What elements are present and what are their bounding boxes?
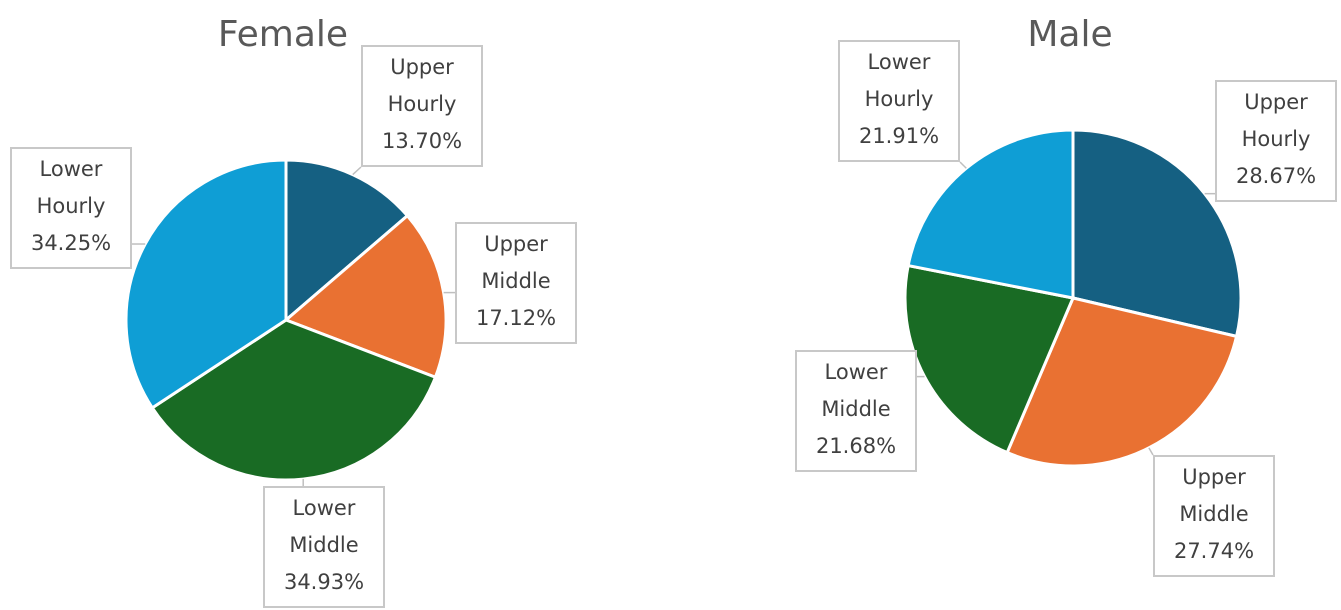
label-category: Lower Middle: [821, 360, 891, 421]
pie-slice: [284, 158, 410, 324]
data-label: Lower Middle 21.68%: [795, 350, 917, 472]
label-value: 27.74%: [1173, 539, 1255, 563]
label-category: Upper Middle: [481, 232, 551, 293]
label-value: 34.93%: [283, 570, 365, 594]
label-category: Upper Middle: [1179, 465, 1249, 526]
data-label: Upper Hourly 13.70%: [361, 45, 483, 167]
pie-slice: [283, 213, 448, 380]
label-value: 28.67%: [1235, 164, 1317, 188]
label-category: Lower Hourly: [36, 157, 106, 218]
label-category: Upper Hourly: [387, 55, 457, 116]
pie-slice: [124, 158, 288, 410]
label-value: 21.91%: [858, 124, 940, 148]
label-category: Lower Hourly: [864, 50, 934, 111]
label-value: 34.25%: [30, 231, 112, 255]
data-label: Lower Hourly 34.25%: [10, 147, 132, 269]
data-label: Upper Middle 17.12%: [455, 222, 577, 344]
data-label: Lower Hourly 21.91%: [838, 40, 960, 162]
pie-slice: [1071, 128, 1243, 339]
data-label: Upper Middle 27.74%: [1153, 455, 1275, 577]
leader-line: [352, 166, 362, 176]
label-value: 13.70%: [381, 129, 463, 153]
data-label: Lower Middle 34.93%: [263, 486, 385, 608]
chart-title: Male: [1027, 14, 1113, 55]
leader-line: [959, 161, 967, 169]
label-value: 17.12%: [475, 306, 557, 330]
leader-line: [1148, 447, 1154, 456]
label-category: Lower Middle: [289, 496, 359, 557]
chart-title: Female: [217, 14, 349, 55]
pie-slice: [1005, 296, 1239, 468]
label-value: 21.68%: [815, 434, 897, 458]
data-label: Upper Hourly 28.67%: [1215, 80, 1337, 202]
label-category: Upper Hourly: [1241, 90, 1311, 151]
